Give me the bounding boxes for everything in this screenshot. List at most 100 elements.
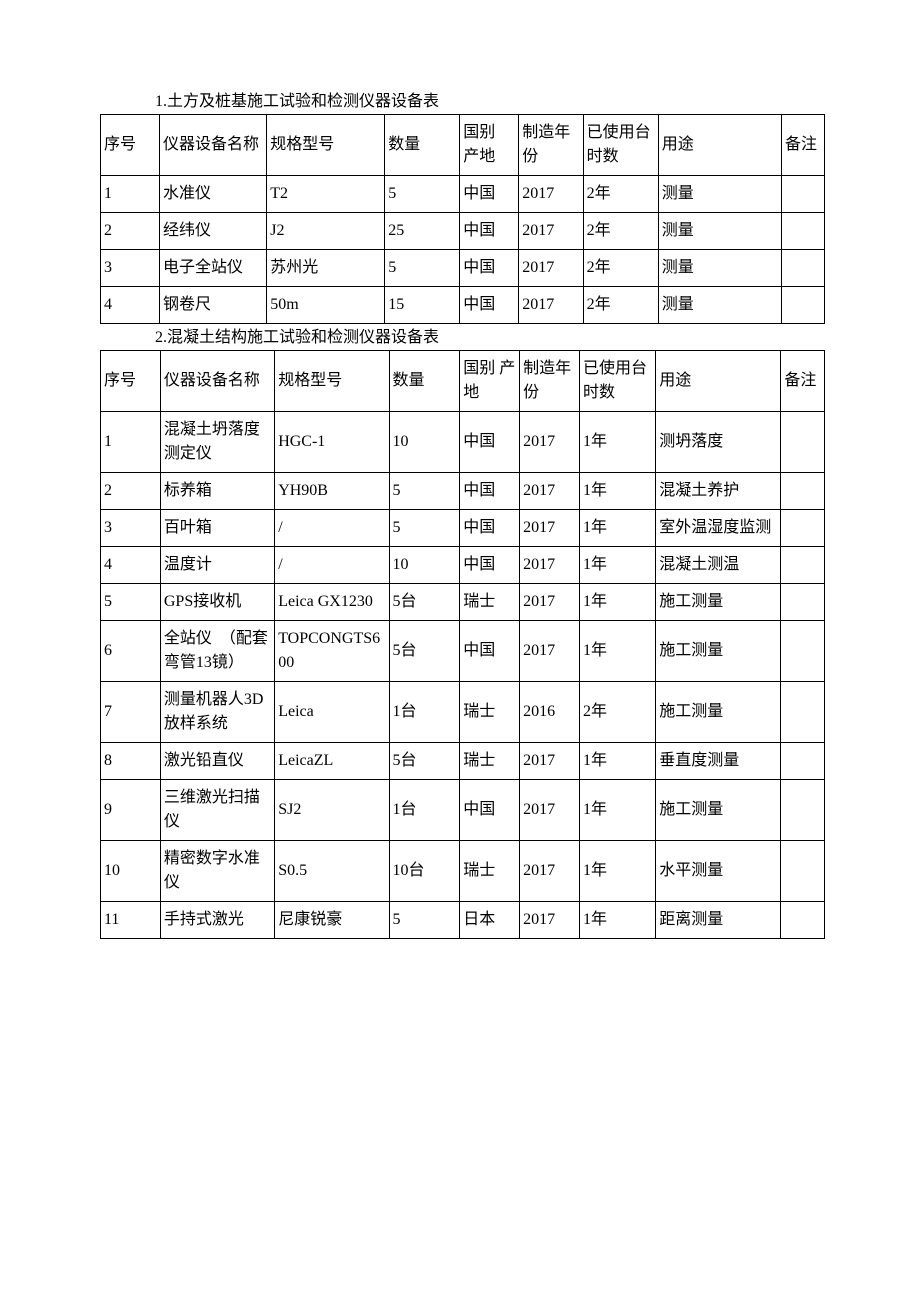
table-cell: Leica GX1230 [275, 584, 389, 621]
table-cell: / [275, 547, 389, 584]
table-header-row: 序号仪器设备名称规格型号数量国别 产地制造年份已使用台时数用途备注 [101, 351, 825, 412]
table-cell: 室外温湿度监测 [656, 510, 781, 547]
table-row: 11手持式激光尼康锐豪5日本20171年距离测量 [101, 902, 825, 939]
table-cell: 中国 [460, 250, 519, 287]
table-header-cell: 已使用台时数 [580, 351, 656, 412]
table-cell [781, 412, 825, 473]
table-cell [781, 621, 825, 682]
table-cell: 1台 [389, 682, 460, 743]
table-cell: 日本 [460, 902, 520, 939]
table-cell: SJ2 [275, 780, 389, 841]
table-cell: 中国 [460, 547, 520, 584]
table-cell: HGC-1 [275, 412, 389, 473]
table-cell: 钢卷尺 [159, 287, 266, 324]
table-cell: 1年 [580, 902, 656, 939]
table-row: 2经纬仪J225中国20172年测量 [101, 213, 825, 250]
table-cell: 施工测量 [656, 682, 781, 743]
table-cell: 2017 [520, 780, 580, 841]
table-cell: 精密数字水准仪 [160, 841, 274, 902]
table-cell: 5 [385, 250, 460, 287]
table-header-cell: 用途 [656, 351, 781, 412]
table-cell [781, 743, 825, 780]
table-cell: 2年 [583, 213, 658, 250]
table-cell: 全站仪 （配套弯管13镜） [160, 621, 274, 682]
table-cell: 2017 [519, 213, 583, 250]
table-cell: 水准仪 [159, 176, 266, 213]
table-cell: 垂直度测量 [656, 743, 781, 780]
table-cell: 1年 [580, 621, 656, 682]
table-cell: 2 [101, 473, 161, 510]
table-cell [782, 213, 825, 250]
table-cell: 10 [389, 547, 460, 584]
table-cell: 5台 [389, 621, 460, 682]
table-cell: 中国 [460, 412, 520, 473]
table-cell: 1年 [580, 412, 656, 473]
table-cell: 1 [101, 176, 160, 213]
table-header-cell: 数量 [389, 351, 460, 412]
table-cell: 2017 [520, 584, 580, 621]
table-cell: YH90B [275, 473, 389, 510]
table-cell: 8 [101, 743, 161, 780]
table-cell: 2017 [520, 412, 580, 473]
table-cell: 中国 [460, 780, 520, 841]
table-cell: 测量 [658, 213, 781, 250]
table-row: 1水准仪T25中国20172年测量 [101, 176, 825, 213]
table-header-cell: 国别 产地 [460, 351, 520, 412]
table-cell: LeicaZL [275, 743, 389, 780]
table-cell: 混凝土测温 [656, 547, 781, 584]
table-cell: 25 [385, 213, 460, 250]
table-cell [781, 584, 825, 621]
table-cell: J2 [267, 213, 385, 250]
table-header-cell: 制造年份 [519, 115, 583, 176]
table-cell: 测量 [658, 176, 781, 213]
table-header-cell: 已使用台时数 [583, 115, 658, 176]
table-cell: 瑞士 [460, 584, 520, 621]
table-cell [781, 473, 825, 510]
table-cell: 2017 [520, 510, 580, 547]
table-cell: 10台 [389, 841, 460, 902]
table-cell: 2017 [519, 176, 583, 213]
table-cell: 3 [101, 510, 161, 547]
table-row: 4钢卷尺50m15中国20172年测量 [101, 287, 825, 324]
table-cell: 中国 [460, 287, 519, 324]
table-cell: 2016 [520, 682, 580, 743]
table-cell: 三维激光扫描仪 [160, 780, 274, 841]
table-cell: 4 [101, 547, 161, 584]
table-cell: 5 [389, 473, 460, 510]
table-cell [781, 510, 825, 547]
table-cell: 施工测量 [656, 584, 781, 621]
table-header-cell: 国别 产地 [460, 115, 519, 176]
table-cell: 2017 [520, 841, 580, 902]
table-header-cell: 制造年份 [520, 351, 580, 412]
table-cell: 测量 [658, 250, 781, 287]
table2: 序号仪器设备名称规格型号数量国别 产地制造年份已使用台时数用途备注1混凝土坍落度… [100, 350, 825, 939]
table-row: 6全站仪 （配套弯管13镜）TOPCONGTS6005台中国20171年施工测量 [101, 621, 825, 682]
table-cell: 2 [101, 213, 160, 250]
table-cell: S0.5 [275, 841, 389, 902]
table-header-cell: 备注 [781, 351, 825, 412]
table-cell [781, 547, 825, 584]
table-cell: 距离测量 [656, 902, 781, 939]
table-cell: 标养箱 [160, 473, 274, 510]
table-cell: 2017 [520, 473, 580, 510]
table-cell [782, 250, 825, 287]
table-row: 3百叶箱/5中国20171年室外温湿度监测 [101, 510, 825, 547]
table-cell: 苏州光 [267, 250, 385, 287]
table-cell: TOPCONGTS600 [275, 621, 389, 682]
table-cell: 2017 [520, 902, 580, 939]
table-cell: 测量机器人3D放样系统 [160, 682, 274, 743]
table-header-cell: 规格型号 [267, 115, 385, 176]
table-cell: 5 [101, 584, 161, 621]
table-cell: 中国 [460, 473, 520, 510]
table-header-cell: 数量 [385, 115, 460, 176]
table-cell [781, 841, 825, 902]
table2-title: 2.混凝土结构施工试验和检测仪器设备表 [155, 326, 825, 350]
table-header-cell: 序号 [101, 115, 160, 176]
table1-title: 1.土方及桩基施工试验和检测仪器设备表 [155, 90, 825, 114]
table-cell: 11 [101, 902, 161, 939]
table-cell: 施工测量 [656, 780, 781, 841]
table-row: 1混凝土坍落度测定仪HGC-110中国20171年测坍落度 [101, 412, 825, 473]
table-header-cell: 仪器设备名称 [160, 351, 274, 412]
table-cell [782, 176, 825, 213]
table-cell: 5台 [389, 584, 460, 621]
